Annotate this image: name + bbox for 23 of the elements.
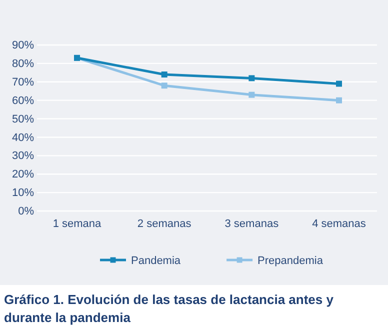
y-tick-label: 90% [12, 40, 34, 52]
legend-label: Pandemia [131, 255, 182, 267]
y-tick-label: 70% [12, 76, 34, 88]
point [336, 80, 342, 87]
x-tick-label: 3 semanas [224, 218, 280, 230]
x-tick-label: 4 semanas [312, 218, 366, 230]
point [248, 92, 255, 98]
point [161, 72, 168, 78]
y-tick-label: 30% [12, 150, 34, 162]
point [161, 82, 168, 89]
x-tick-label: 2 semanas [137, 218, 192, 230]
text: Gráfico 1. Evolución de las tasas de lactancia antes y durante la pandemia [4, 292, 334, 325]
legend-label: Prepandemia [258, 255, 324, 267]
y-tick-label: 40% [12, 132, 34, 144]
y-tick-label: 50% [12, 113, 34, 126]
point [248, 75, 255, 82]
point [336, 97, 342, 104]
y-tick-label: 20% [12, 168, 34, 181]
y-tick-label: 0% [18, 206, 34, 218]
y-tick-label: 80% [12, 58, 34, 70]
x-tick-label: 1 semana [52, 218, 102, 230]
y-tick-label: 10% [12, 187, 34, 200]
y-tick-label: 60% [12, 94, 34, 107]
